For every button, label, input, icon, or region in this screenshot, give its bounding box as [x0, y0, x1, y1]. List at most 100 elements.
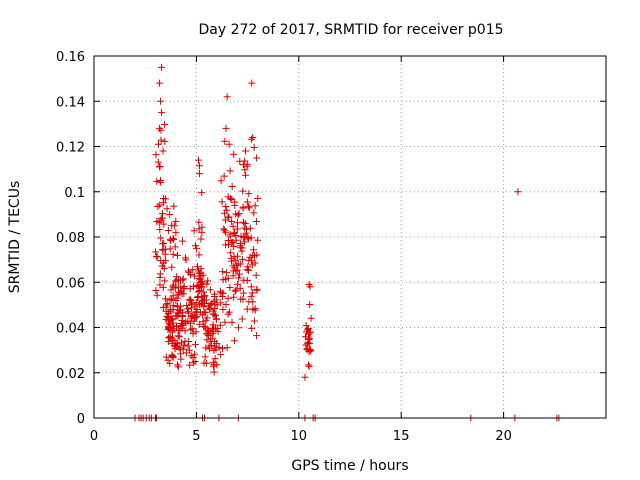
data-point: [206, 345, 214, 353]
data-point: [244, 263, 252, 271]
data-point: [304, 339, 312, 347]
data-point: [201, 309, 209, 317]
data-point: [179, 275, 187, 283]
data-point: [249, 133, 257, 141]
data-point: [306, 346, 314, 354]
x-tick-label: 20: [495, 429, 512, 444]
data-point: [162, 353, 170, 361]
data-point: [226, 167, 234, 175]
data-point: [156, 79, 164, 87]
data-point: [250, 252, 258, 260]
data-point: [224, 193, 232, 201]
data-point: [233, 225, 241, 233]
data-point: [210, 361, 218, 369]
data-point: [254, 195, 262, 203]
data-point: [210, 310, 218, 318]
data-point: [191, 272, 199, 280]
data-point: [155, 140, 163, 148]
data-point: [161, 120, 169, 128]
data-point: [239, 255, 247, 263]
data-point: [514, 188, 522, 196]
y-tick-label: 0.08: [56, 231, 85, 246]
data-point: [198, 223, 206, 231]
data-point: [242, 147, 250, 155]
x-tick-label: 5: [192, 429, 200, 444]
data-point: [250, 209, 258, 217]
data-point: [241, 220, 249, 228]
y-tick-label: 0.16: [56, 50, 85, 65]
data-point: [199, 271, 207, 279]
data-point: [224, 310, 232, 318]
data-point: [252, 271, 260, 279]
data-point: [192, 341, 200, 349]
data-point: [253, 332, 261, 340]
data-point: [217, 299, 225, 307]
data-point: [203, 336, 211, 344]
data-point: [164, 227, 172, 235]
data-point: [247, 234, 255, 242]
data-point: [235, 209, 243, 217]
data-point: [187, 352, 195, 360]
data-point: [221, 318, 229, 326]
data-point: [232, 286, 240, 294]
data-point: [191, 357, 199, 365]
data-point: [207, 300, 215, 308]
data-point: [225, 140, 233, 148]
data-point: [247, 283, 255, 291]
data-point: [210, 325, 218, 333]
data-point: [210, 293, 218, 301]
data-point: [173, 273, 181, 281]
data-point: [184, 267, 192, 275]
data-point: [169, 250, 177, 258]
data-point: [177, 283, 185, 291]
data-point: [156, 226, 164, 234]
grid-lines: [94, 56, 606, 418]
data-point: [172, 229, 180, 237]
data-point: [179, 320, 187, 328]
data-point: [158, 109, 166, 117]
data-point: [168, 221, 176, 229]
data-point: [306, 300, 314, 308]
data-point: [240, 289, 248, 297]
data-point: [157, 136, 165, 144]
data-point: [222, 124, 230, 132]
data-point: [156, 163, 164, 171]
data-point: [172, 312, 180, 320]
data-point: [247, 257, 255, 265]
data-point: [196, 287, 204, 295]
data-point: [236, 270, 244, 278]
plot-frame: [93, 55, 607, 419]
data-point: [254, 236, 262, 244]
data-point: [195, 251, 203, 259]
y-tick-label: 0.14: [56, 95, 85, 110]
data-point: [173, 251, 181, 259]
data-point: [304, 324, 312, 332]
data-point: [211, 355, 219, 363]
data-point: [172, 296, 180, 304]
data-point: [233, 266, 241, 274]
data-point: [196, 162, 204, 170]
data-point: [201, 292, 209, 300]
data-point: [169, 352, 177, 360]
data-point: [193, 308, 201, 316]
data-point: [168, 295, 176, 303]
data-point: [217, 177, 225, 185]
data-point: [220, 172, 228, 180]
data-point: [200, 299, 208, 307]
data-point: [239, 218, 247, 226]
data-point: [163, 205, 171, 213]
data-point: [236, 284, 244, 292]
data-point: [253, 154, 261, 162]
data-point: [164, 314, 172, 322]
data-point: [234, 211, 242, 219]
data-point: [301, 373, 309, 381]
data-point: [219, 345, 227, 353]
y-tick-label: 0.06: [56, 276, 85, 291]
data-point: [215, 344, 223, 352]
data-point: [238, 247, 246, 255]
data-point: [201, 353, 209, 361]
data-point: [152, 151, 160, 159]
data-point: [243, 198, 251, 206]
data-point: [234, 280, 242, 288]
data-point: [172, 217, 180, 225]
